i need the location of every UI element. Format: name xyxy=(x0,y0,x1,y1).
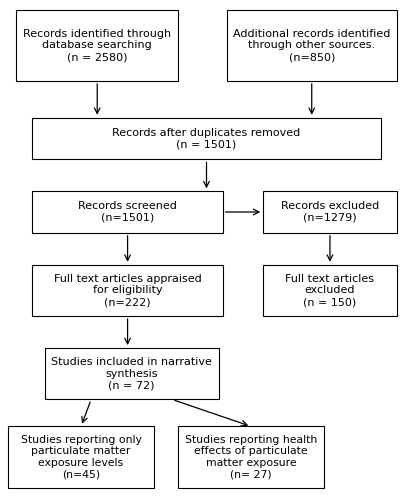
FancyBboxPatch shape xyxy=(227,10,397,81)
Text: Studies reporting only
particulate matter
exposure levels
(n=45): Studies reporting only particulate matte… xyxy=(21,434,142,480)
Text: Studies included in narrative
synthesis
(n = 72): Studies included in narrative synthesis … xyxy=(51,357,212,390)
Text: Records screened
(n=1501): Records screened (n=1501) xyxy=(78,201,177,223)
FancyBboxPatch shape xyxy=(16,10,178,81)
Text: Records after duplicates removed
(n = 1501): Records after duplicates removed (n = 15… xyxy=(112,128,301,150)
FancyBboxPatch shape xyxy=(263,264,397,316)
Text: Full text articles
excluded
(n = 150): Full text articles excluded (n = 150) xyxy=(285,274,375,307)
Text: Additional records identified
through other sources.
(n=850): Additional records identified through ot… xyxy=(233,29,390,62)
Text: Studies reporting health
effects of particulate
matter exposure
(n= 27): Studies reporting health effects of part… xyxy=(185,434,317,480)
Text: Full text articles appraised
for eligibility
(n=222): Full text articles appraised for eligibi… xyxy=(54,274,202,307)
FancyBboxPatch shape xyxy=(263,191,397,233)
FancyBboxPatch shape xyxy=(33,191,223,233)
FancyBboxPatch shape xyxy=(178,426,324,488)
FancyBboxPatch shape xyxy=(33,118,380,160)
Text: Records excluded
(n=1279): Records excluded (n=1279) xyxy=(281,201,379,223)
FancyBboxPatch shape xyxy=(8,426,154,488)
FancyBboxPatch shape xyxy=(45,348,218,400)
FancyBboxPatch shape xyxy=(33,264,223,316)
Text: Records identified through
database searching
(n = 2580): Records identified through database sear… xyxy=(23,29,171,62)
